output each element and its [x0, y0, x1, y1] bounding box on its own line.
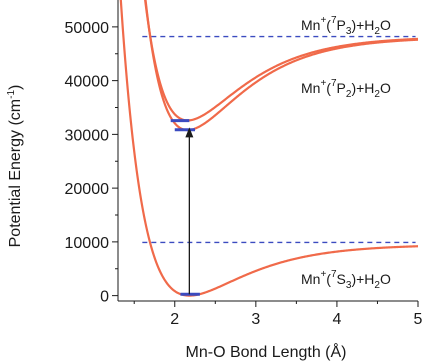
label-7P2-multiplicity: 7	[331, 78, 337, 89]
x-tick-label-4: 4	[332, 311, 341, 328]
label-7S3-term: S	[337, 271, 346, 287]
x-axis-title: Mn-O Bond Length (Å)	[186, 342, 347, 361]
y-axis-title-main: Potential Energy (cm	[7, 99, 24, 248]
y-axis-title-exponent: -1	[6, 90, 17, 99]
label-7S3-j: 3	[346, 280, 352, 291]
label-7P2-j: 2	[346, 89, 352, 100]
curve-7P3	[144, 0, 418, 122]
x-tick-label-5: 5	[414, 311, 423, 328]
label-7P2: Mn+(7P2)+H2O	[301, 78, 391, 100]
x-tick-label-2: 2	[170, 311, 179, 328]
x-tick-label-3: 3	[251, 311, 260, 328]
label-7P2-h2-sub: 2	[374, 89, 380, 100]
y-tick-label-40000: 40000	[65, 74, 110, 91]
y-tick-label-0: 0	[100, 289, 109, 306]
label-7S3-tail: )+H	[351, 271, 374, 287]
label-7S3-h2-sub: 2	[374, 280, 380, 291]
label-7S3: Mn+(7S3)+H2O	[301, 269, 391, 291]
label-7P2-charge: +	[320, 78, 326, 89]
label-7P2-tail: )+H	[351, 80, 374, 96]
label-7P2-paren: (	[326, 80, 331, 96]
y-tick-label-50000: 50000	[65, 20, 110, 37]
label-7P3-end: O	[380, 17, 391, 33]
label-7P3-j: 3	[346, 26, 352, 37]
label-7P3-multiplicity: 7	[331, 15, 337, 26]
label-7P3-paren: (	[326, 17, 331, 33]
label-7P2-end: O	[380, 80, 391, 96]
label-7P3-tail: )+H	[351, 17, 374, 33]
label-7P3-charge: +	[320, 15, 326, 26]
label-7P3-base: Mn	[301, 17, 320, 33]
y-axis-title: Potential Energy (cm-1)	[6, 85, 24, 248]
y-tick-label-20000: 20000	[65, 181, 110, 198]
label-7P2-base: Mn	[301, 80, 320, 96]
data-layer	[119, 0, 418, 297]
label-7S3-base: Mn	[301, 271, 320, 287]
label-7P3-h2-sub: 2	[374, 26, 380, 37]
label-7S3-charge: +	[320, 269, 326, 280]
label-7S3-multiplicity: 7	[331, 269, 337, 280]
label-7P3: Mn+(7P3)+H2O	[301, 15, 391, 37]
label-7P3-term: P	[337, 17, 346, 33]
label-7P2-term: P	[337, 80, 346, 96]
y-tick-label-30000: 30000	[65, 127, 110, 144]
axes: 0 10000 20000 30000 40000 50000 2 3 4 5	[65, 0, 423, 328]
label-7S3-end: O	[380, 271, 391, 287]
transition-arrow-head	[185, 127, 194, 138]
curve-7S3	[119, 0, 418, 297]
y-axis-title-close: )	[7, 85, 24, 90]
y-tick-label-10000: 10000	[65, 235, 110, 252]
label-7S3-paren: (	[326, 271, 331, 287]
